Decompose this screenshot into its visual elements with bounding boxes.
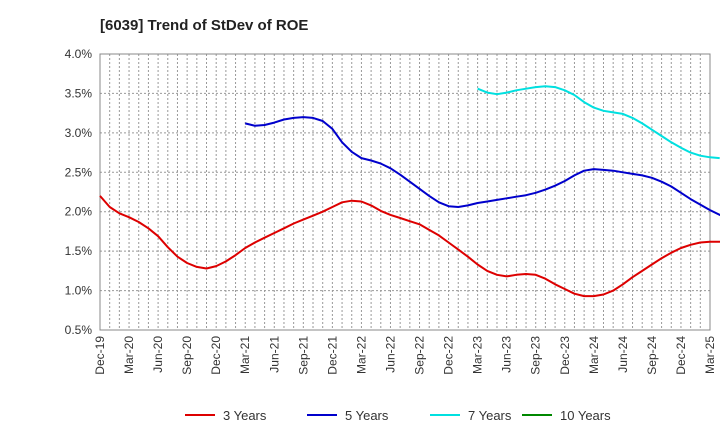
plot-frame [99, 53, 711, 331]
x-tick-label: Sep-22 [413, 336, 427, 375]
x-tick-label: Jun-21 [267, 336, 281, 373]
x-tick-label: Jun-22 [383, 336, 397, 373]
x-tick-label: Dec-23 [558, 336, 572, 375]
legend-label: 10 Years [560, 408, 611, 423]
y-tick-label: 3.5% [65, 86, 93, 100]
x-tick-label: Jun-20 [151, 336, 165, 373]
series-line [244, 116, 720, 217]
y-axis: 0.5% 1.0% 1.5% 2.0% 2.5% 3.0% 3.5% 4.0% [65, 47, 93, 337]
x-tick-label: Sep-21 [296, 336, 310, 375]
x-tick-label: Sep-23 [529, 336, 543, 375]
x-tick-label: Sep-20 [180, 336, 194, 375]
x-tick-label: Mar-25 [703, 336, 717, 374]
x-tick-label: Mar-23 [471, 336, 485, 374]
legend-label: 5 Years [345, 408, 389, 423]
chart-title: [6039] Trend of StDev of ROE [100, 17, 308, 34]
legend: 3 Years 5 Years 7 Years 10 Years [185, 408, 611, 423]
x-tick-label: Mar-20 [122, 336, 136, 374]
y-tick-label: 2.0% [65, 205, 93, 219]
x-tick-label: Mar-24 [587, 336, 601, 374]
grid [99, 53, 711, 331]
x-tick-label: Dec-21 [325, 336, 339, 375]
x-tick-label: Dec-24 [674, 336, 688, 375]
x-tick-label: Jun-24 [616, 336, 630, 373]
y-tick-label: 1.0% [65, 284, 93, 298]
y-tick-label: 0.5% [65, 323, 93, 337]
y-tick-label: 4.0% [65, 47, 93, 61]
y-tick-label: 1.5% [65, 244, 93, 258]
legend-label: 7 Years [468, 408, 512, 423]
y-tick-label: 3.0% [65, 126, 93, 140]
series-line [99, 195, 720, 298]
series-lines [99, 85, 720, 298]
series-line [477, 85, 720, 160]
legend-label: 3 Years [223, 408, 267, 423]
x-tick-label: Dec-22 [442, 336, 456, 375]
y-tick-label: 2.5% [65, 165, 93, 179]
x-tick-label: Dec-20 [209, 336, 223, 375]
x-tick-label: Dec-19 [93, 336, 107, 375]
x-tick-label: Sep-24 [645, 336, 659, 375]
x-axis: Dec-19 Mar-20 Jun-20 Sep-20 Dec-20 Mar-21 Jun-… [93, 336, 717, 375]
x-tick-label: Mar-21 [238, 336, 252, 374]
x-tick-label: Mar-22 [354, 336, 368, 374]
x-tick-label: Jun-23 [500, 336, 514, 373]
